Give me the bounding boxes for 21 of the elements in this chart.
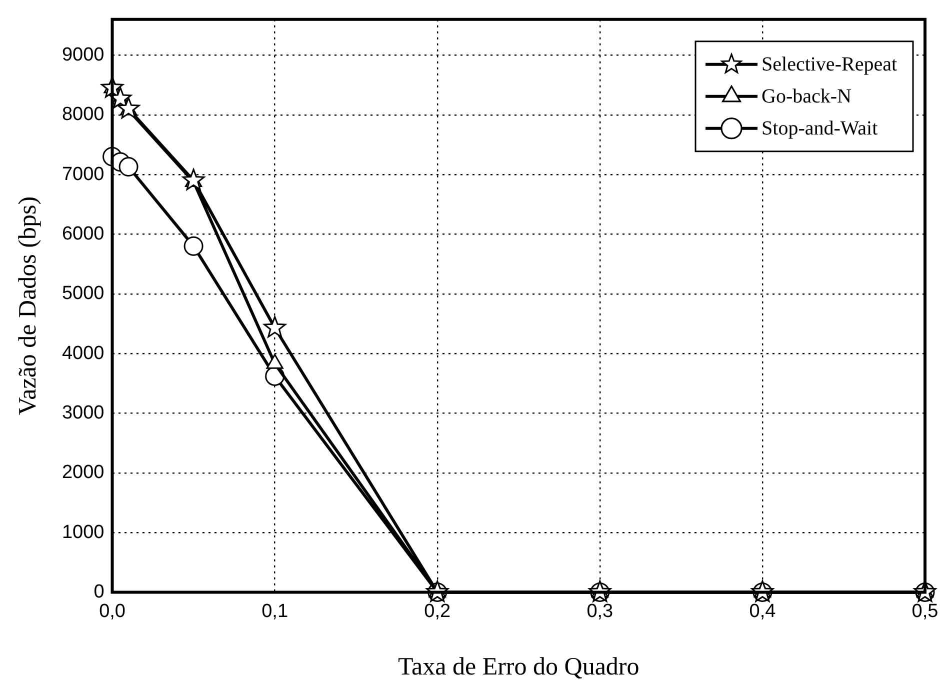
x-tick-label: 0,5 — [912, 600, 938, 622]
x-tick-label: 0,2 — [424, 600, 451, 622]
y-tick-label: 8000 — [62, 104, 104, 126]
y-tick-label: 5000 — [62, 283, 104, 304]
y-tick-label: 1000 — [62, 522, 104, 543]
y-tick-label: 0 — [94, 581, 104, 602]
y-tick-label: 3000 — [62, 402, 104, 424]
x-tick-label: 0,0 — [99, 600, 126, 622]
y-tick-label: 2000 — [62, 462, 104, 484]
y-tick-label: 4000 — [62, 342, 104, 364]
y-tick-label: 7000 — [62, 164, 104, 185]
x-tick-label: 0,3 — [586, 600, 614, 622]
legend-label: Go-back-N — [762, 86, 852, 108]
y-axis-title: Vazão de Dados (bps) — [14, 196, 42, 416]
x-tick-label: 0,1 — [262, 600, 288, 622]
legend-label: Selective-Repeat — [762, 54, 898, 76]
x-axis-title: Taxa de Erro do Quadro — [398, 654, 640, 681]
y-tick-label: 9000 — [62, 44, 104, 66]
x-tick-label: 0,4 — [749, 600, 776, 622]
legend-label: Stop-and-Wait — [762, 118, 878, 140]
y-tick-label: 6000 — [62, 223, 104, 244]
